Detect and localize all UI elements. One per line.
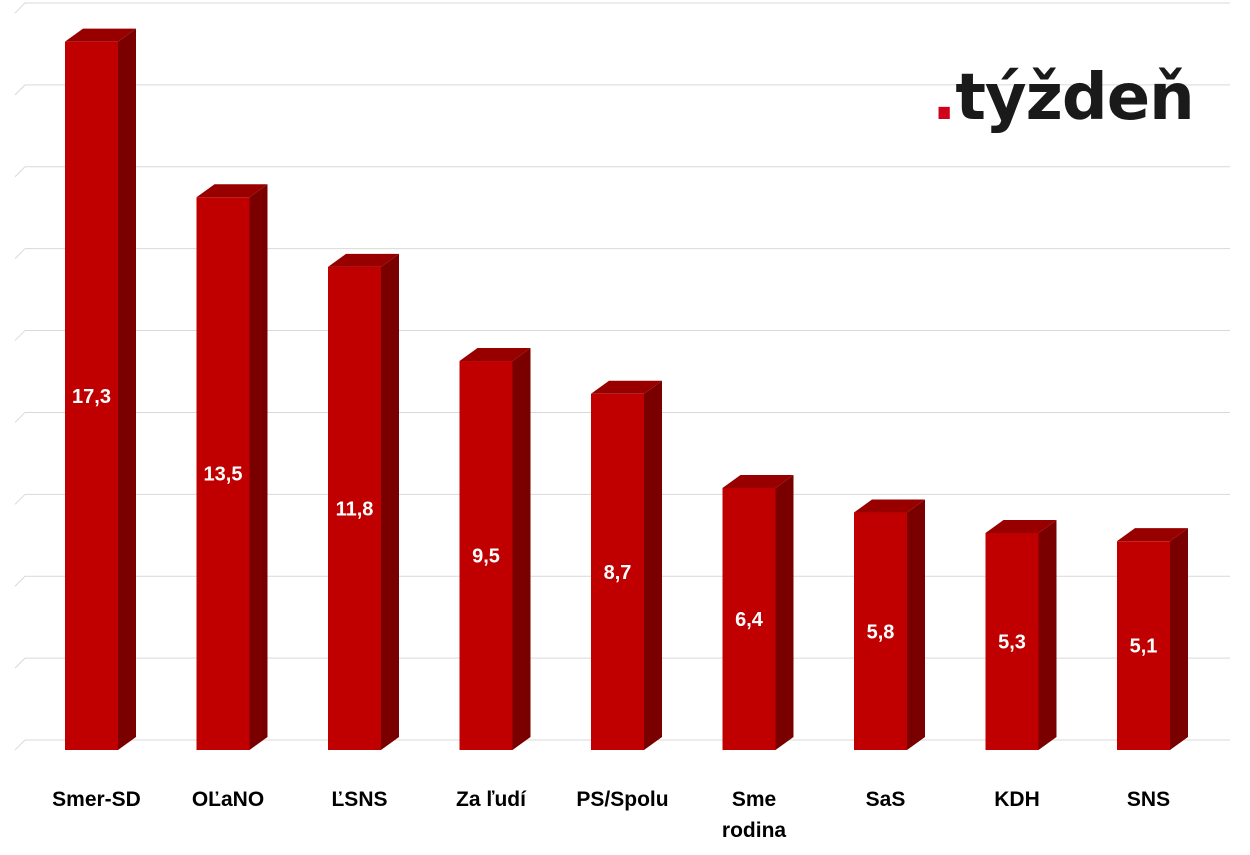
bar-side xyxy=(1038,519,1057,750)
bar-side xyxy=(381,253,399,750)
bar-2 xyxy=(196,184,268,750)
grid-line-diagonal xyxy=(14,575,26,587)
grid-line-diagonal xyxy=(14,739,26,751)
logo-dot: . xyxy=(932,61,956,135)
bar-5 xyxy=(591,380,662,750)
bar-top xyxy=(196,184,268,198)
bar-front xyxy=(985,532,1039,750)
category-label: Sme rodina xyxy=(722,788,786,842)
bar-1 xyxy=(65,28,136,750)
brand-logo: .týždeň xyxy=(932,66,1195,130)
bar-side xyxy=(512,348,531,750)
bar-top xyxy=(591,380,662,394)
category-label: PS/Spolu xyxy=(576,788,668,811)
bar-top xyxy=(1117,528,1188,542)
bars xyxy=(65,28,1188,750)
grid-line-diagonal xyxy=(14,657,26,669)
bar-front xyxy=(328,266,381,750)
grid-line-diagonal xyxy=(14,412,26,423)
category-label: KDH xyxy=(994,788,1040,811)
value-label: 17,3 xyxy=(72,386,111,408)
category-label: OĽaNO xyxy=(192,788,264,811)
bar-front xyxy=(65,41,118,750)
logo-word: týždeň xyxy=(955,61,1194,135)
grid-line-diagonal xyxy=(14,248,26,260)
bar-side xyxy=(118,28,136,750)
bar-top xyxy=(328,253,399,267)
bar-side xyxy=(249,184,268,750)
bar-top xyxy=(854,499,925,513)
category-label: Smer-SD xyxy=(52,788,141,811)
bar-front xyxy=(459,361,513,750)
bar-front xyxy=(722,487,776,750)
grid-line-diagonal xyxy=(14,2,26,14)
value-label: 11,8 xyxy=(336,498,374,520)
bar-top xyxy=(459,348,531,362)
bar-6 xyxy=(722,474,794,750)
bar-top xyxy=(985,519,1057,533)
category-label: Za ľudí xyxy=(456,788,527,811)
value-label: 9,5 xyxy=(472,546,500,568)
labels: 17,3 Smer-SD 13,5 OĽaNO 11,8 ĽSNS 9,5 Za ľudí 8,… xyxy=(52,386,1170,842)
value-label: 5,3 xyxy=(998,631,1026,653)
bar-front xyxy=(591,393,644,750)
category-label: SNS xyxy=(1127,788,1170,811)
category-label: ĽSNS xyxy=(331,788,387,811)
bar-top xyxy=(65,28,136,42)
bar-3 xyxy=(328,253,399,750)
bar-4 xyxy=(459,348,531,750)
value-label: 5,8 xyxy=(867,621,895,643)
grid-line-diagonal xyxy=(14,493,26,505)
bar-7 xyxy=(854,499,925,750)
bar-side xyxy=(775,474,794,750)
bar-front xyxy=(854,512,907,750)
value-label: 8,7 xyxy=(604,562,632,584)
bar-side xyxy=(644,380,662,750)
bar-8 xyxy=(985,519,1057,750)
value-label: 5,1 xyxy=(1130,636,1158,658)
bar-side xyxy=(1170,528,1188,750)
grid-line-diagonal xyxy=(14,166,26,178)
grid-line-diagonal xyxy=(14,330,26,341)
bar-top xyxy=(722,474,794,488)
grid-line-diagonal xyxy=(14,84,26,96)
value-label: 6,4 xyxy=(735,609,764,631)
bar-9 xyxy=(1117,528,1188,750)
value-label: 13,5 xyxy=(204,464,243,486)
bar-front xyxy=(1117,541,1170,750)
category-label: SaS xyxy=(866,788,906,811)
bar-front xyxy=(196,197,250,750)
bar-side xyxy=(907,499,925,750)
